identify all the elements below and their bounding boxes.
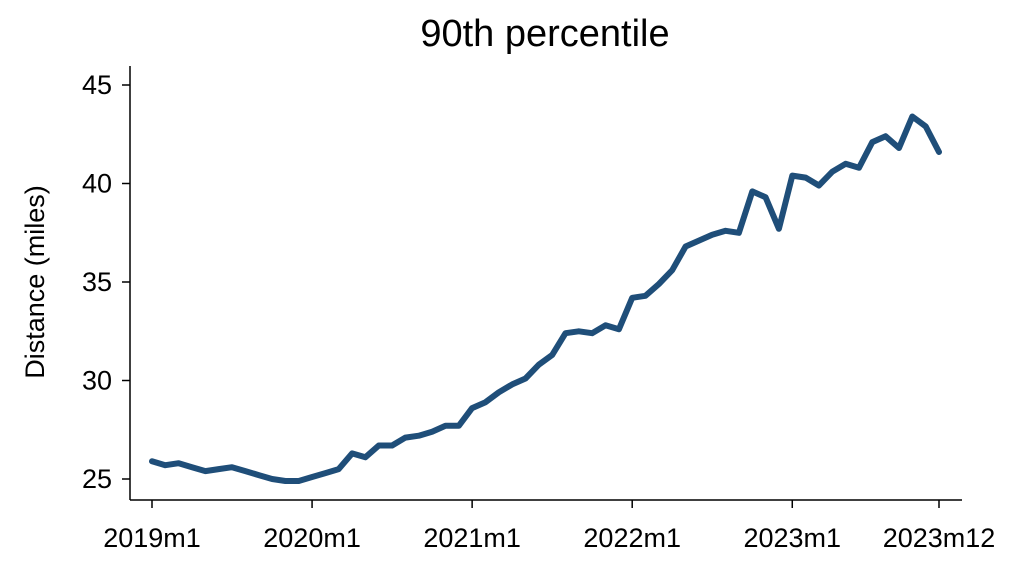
x-tick-label: 2021m1: [423, 523, 521, 553]
y-tick-label: 30: [82, 366, 112, 396]
x-ticks: 2019m1 2020m1 2021m1 2022m1 2023m1 2023m12: [103, 500, 995, 553]
x-tick-label: 2023m1: [743, 523, 841, 553]
y-tick-label: 40: [82, 169, 112, 199]
y-tick-label: 35: [82, 267, 112, 297]
y-axis-title: Distance (miles): [20, 185, 50, 379]
series-line: [149, 113, 942, 484]
y-tick-label: 25: [82, 464, 112, 494]
x-tick-label: 2019m1: [103, 523, 201, 553]
x-tick-label: 2023m12: [883, 523, 996, 553]
y-ticks: 25 30 35 40 45: [82, 70, 130, 494]
x-tick-label: 2020m1: [263, 523, 361, 553]
y-tick-label: 45: [82, 70, 112, 100]
chart-title: 90th percentile: [420, 13, 669, 55]
x-tick-label: 2022m1: [583, 523, 681, 553]
